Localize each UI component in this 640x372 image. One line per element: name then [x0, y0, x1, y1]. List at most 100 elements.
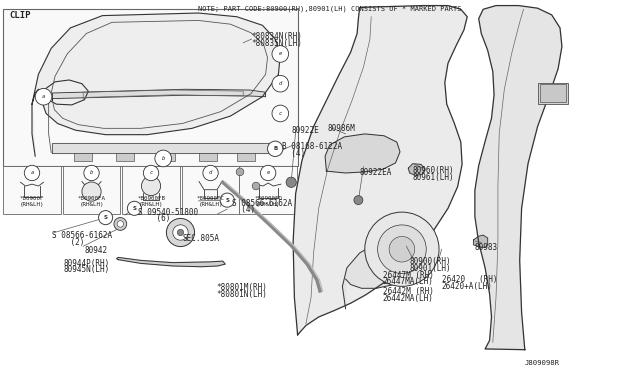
Bar — [239, 166, 297, 214]
Text: a: a — [42, 94, 45, 99]
Circle shape — [252, 182, 260, 190]
Text: NOTE; PART CODE:80900(RH),80901(LH) CONSISTS OF * MARKED PARTS: NOTE; PART CODE:80900(RH),80901(LH) CONS… — [198, 6, 462, 12]
Text: 26420   (RH): 26420 (RH) — [442, 275, 497, 284]
Bar — [3, 9, 298, 166]
Circle shape — [117, 221, 124, 227]
Text: b: b — [161, 156, 165, 161]
Bar — [237, 153, 255, 161]
Text: 80944P(RH): 80944P(RH) — [64, 259, 110, 267]
Circle shape — [99, 211, 113, 225]
Text: e: e — [266, 170, 270, 176]
Text: S 08566-6162A: S 08566-6162A — [232, 199, 292, 208]
Circle shape — [236, 168, 244, 176]
Text: 80901(LH): 80901(LH) — [410, 264, 451, 273]
Text: 26447M (RH): 26447M (RH) — [383, 271, 433, 280]
Circle shape — [260, 165, 276, 181]
Text: c: c — [149, 170, 153, 176]
Circle shape — [354, 196, 363, 205]
Circle shape — [114, 218, 127, 230]
Text: S 09540-51800: S 09540-51800 — [138, 208, 198, 217]
Circle shape — [82, 182, 101, 201]
Bar — [182, 166, 239, 214]
Text: *80801N(LH): *80801N(LH) — [216, 290, 267, 299]
Bar — [122, 166, 180, 214]
Polygon shape — [325, 134, 400, 173]
Circle shape — [286, 177, 296, 187]
Polygon shape — [342, 240, 417, 309]
Polygon shape — [52, 89, 266, 100]
Polygon shape — [52, 143, 269, 153]
Circle shape — [389, 237, 415, 262]
Circle shape — [155, 150, 172, 167]
Text: 80922EA: 80922EA — [360, 168, 392, 177]
Text: 80961(LH): 80961(LH) — [413, 173, 454, 182]
Polygon shape — [32, 13, 280, 156]
Text: *80900FA
(RH&LH): *80900FA (RH&LH) — [77, 196, 106, 207]
Circle shape — [365, 212, 439, 286]
Text: B: B — [273, 146, 277, 151]
Text: B 08168-6122A: B 08168-6122A — [282, 142, 342, 151]
Bar — [116, 153, 134, 161]
Polygon shape — [408, 164, 425, 176]
Text: 80922E: 80922E — [291, 126, 319, 135]
Circle shape — [177, 229, 184, 236]
Circle shape — [35, 89, 52, 105]
Text: *80900FB
(RH&LH): *80900FB (RH&LH) — [137, 196, 165, 207]
Polygon shape — [116, 257, 225, 267]
Circle shape — [272, 46, 289, 62]
Circle shape — [272, 76, 289, 92]
Text: *80900F
(RH&LH): *80900F (RH&LH) — [20, 196, 44, 207]
Text: S 08566-6162A: S 08566-6162A — [52, 231, 113, 240]
Text: e: e — [278, 51, 282, 57]
Text: *80835N(LH): *80835N(LH) — [252, 39, 302, 48]
Circle shape — [272, 105, 289, 122]
Text: (4): (4) — [282, 149, 305, 158]
Text: b: b — [90, 170, 93, 176]
Bar — [74, 153, 92, 161]
Text: 80942: 80942 — [84, 246, 108, 254]
Circle shape — [378, 225, 426, 273]
Circle shape — [24, 165, 40, 181]
Circle shape — [84, 165, 99, 181]
Text: S: S — [132, 206, 136, 211]
Text: 80900(RH): 80900(RH) — [410, 257, 451, 266]
Bar — [63, 166, 120, 214]
Bar — [540, 84, 566, 102]
Circle shape — [143, 165, 159, 181]
Text: 26447MA(LH): 26447MA(LH) — [383, 277, 433, 286]
Bar — [157, 153, 175, 161]
Text: a: a — [30, 170, 34, 176]
Text: d: d — [209, 170, 212, 176]
Text: *80834N(RH): *80834N(RH) — [252, 32, 302, 41]
Text: (2): (2) — [52, 238, 85, 247]
Bar — [3, 166, 61, 214]
Bar — [538, 83, 568, 104]
Text: 26420+A(LH): 26420+A(LH) — [442, 282, 492, 291]
Text: 80986M: 80986M — [328, 124, 355, 132]
Text: (6): (6) — [138, 214, 171, 223]
Text: (4): (4) — [232, 205, 255, 214]
Text: SEC.805A: SEC.805A — [182, 234, 220, 243]
Polygon shape — [475, 6, 562, 350]
Text: d: d — [278, 81, 282, 86]
Polygon shape — [474, 235, 488, 247]
Circle shape — [141, 176, 161, 196]
Text: *80801M(RH): *80801M(RH) — [216, 283, 267, 292]
Text: CLIP: CLIP — [10, 11, 31, 20]
Text: 26442M (RH): 26442M (RH) — [383, 287, 433, 296]
Text: *80900FC
(RH&LH): *80900FC (RH&LH) — [196, 196, 225, 207]
Text: S: S — [104, 215, 108, 220]
Text: *80900FD
(RH&LH): *80900FD (RH&LH) — [254, 196, 282, 207]
Circle shape — [173, 225, 188, 240]
Text: 80960(RH): 80960(RH) — [413, 166, 454, 174]
Circle shape — [220, 193, 234, 207]
Circle shape — [127, 201, 141, 215]
Circle shape — [268, 141, 283, 157]
Text: c: c — [278, 111, 282, 116]
Text: 80983: 80983 — [475, 243, 498, 251]
Circle shape — [166, 218, 195, 247]
Text: J809098R: J809098R — [525, 360, 560, 366]
Circle shape — [203, 165, 218, 181]
Polygon shape — [293, 6, 467, 335]
Text: 26442MA(LH): 26442MA(LH) — [383, 294, 433, 303]
